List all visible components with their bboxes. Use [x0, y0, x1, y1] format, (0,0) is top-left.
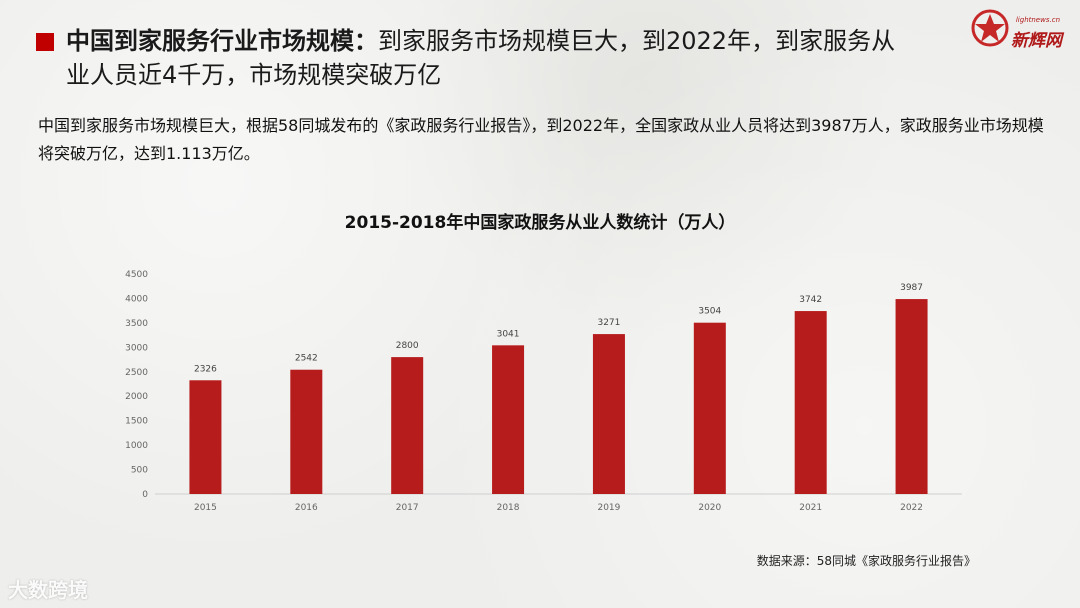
brand-subtitle: lightnews.cn [1015, 16, 1060, 24]
y-tick-label: 1000 [125, 441, 148, 451]
data-label-2018: 3041 [497, 329, 520, 339]
title-accent-square [36, 33, 54, 51]
x-tick-label: 2018 [497, 503, 520, 513]
data-label-2016: 2542 [295, 354, 318, 364]
bar-2020 [693, 322, 726, 494]
intro-paragraph: 中国到家服务市场规模巨大，根据58同城发布的《家政服务行业报告》，到2022年，… [38, 116, 1044, 163]
bar-2022 [895, 299, 928, 494]
x-tick-label: 2015 [194, 503, 217, 513]
bar-2018 [492, 345, 525, 494]
y-tick-label: 2000 [125, 392, 148, 402]
y-tick-label: 3000 [125, 343, 148, 353]
y-tick-label: 500 [131, 466, 148, 476]
data-label-2021: 3742 [799, 295, 822, 305]
bar-2016 [290, 369, 323, 494]
bar-2015 [189, 380, 222, 494]
data-label-2019: 3271 [597, 318, 620, 328]
data-label-2022: 3987 [900, 283, 923, 293]
bar-2019 [592, 334, 625, 494]
x-tick-label: 2017 [396, 503, 419, 513]
brand-logo: lightnews.cn 新辉网 [970, 6, 1070, 51]
page-headline: 中国到家服务行业市场规模：到家服务市场规模巨大，到2022年，到家服务从业人员近… [66, 24, 916, 92]
headline-bold: 中国到家服务行业市场规模： [66, 27, 378, 55]
brand-name: 新辉网 [1011, 31, 1062, 51]
watermark: 大数跨境 [8, 578, 88, 602]
y-tick-label: 1500 [125, 417, 148, 427]
bar-2017 [391, 357, 424, 494]
x-tick-label: 2021 [799, 503, 822, 513]
x-tick-label: 2016 [295, 503, 318, 513]
bar-2021 [794, 311, 827, 494]
y-tick-label: 0 [142, 490, 148, 500]
x-tick-label: 2022 [900, 503, 923, 513]
headline-rest: 到家服务市场规模巨大，到2022年，到家服务从业人员近4千万，市场规模突破万亿 [66, 27, 896, 89]
source-note: 数据来源：58同城《家政服务行业报告》 [756, 554, 976, 568]
data-label-2015: 2326 [194, 364, 217, 374]
chart-title: 2015-2018年中国家政服务从业人数统计（万人） [344, 213, 736, 233]
star-icon [971, 9, 1009, 47]
y-tick-label: 3500 [125, 319, 148, 329]
y-tick-label: 4500 [125, 270, 148, 280]
y-tick-label: 4000 [125, 294, 148, 304]
data-label-2017: 2800 [396, 341, 419, 351]
data-label-2020: 3504 [698, 307, 721, 317]
y-tick-label: 2500 [125, 368, 148, 378]
x-tick-label: 2020 [698, 503, 721, 513]
x-tick-label: 2019 [597, 503, 620, 513]
